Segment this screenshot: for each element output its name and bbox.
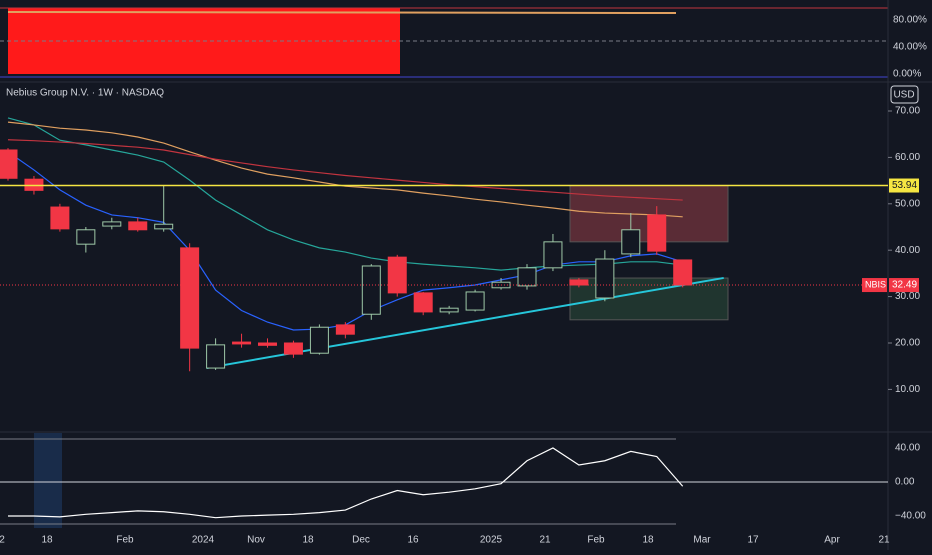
y-tick-label: 50.00 [895, 198, 920, 209]
candle-body [595, 258, 615, 299]
candle-body [128, 221, 148, 231]
candle-body [465, 291, 485, 311]
x-tick-label: Feb [587, 535, 605, 546]
x-tick-label: 2024 [192, 535, 215, 546]
x-tick-label: Mar [693, 535, 711, 546]
top-tick-label: 0.00% [893, 69, 921, 80]
x-tick-label: 16 [407, 535, 419, 546]
y-tick-label: 60.00 [895, 152, 920, 163]
candle-body [647, 214, 667, 252]
y-tick-label: 30.00 [895, 291, 920, 302]
x-tick-label: 2 [0, 535, 5, 546]
candle-body [335, 324, 355, 335]
symbol-title: Nebius Group N.V. · 1W · NASDAQ [6, 88, 164, 99]
top-tick-label: 40.00% [893, 42, 927, 53]
price-label: 53.94 [892, 180, 917, 191]
candle-body [543, 241, 563, 269]
price-label-box [889, 178, 919, 193]
highlight [34, 433, 62, 528]
x-tick-label: 18 [302, 535, 314, 546]
candle-body [517, 267, 537, 287]
x-tick-label: Dec [352, 535, 370, 546]
osc-tick-label: −40.00 [895, 511, 926, 522]
candle-body [76, 229, 96, 245]
candle-body [439, 307, 459, 313]
y-tick-label: 40.00 [895, 245, 920, 256]
x-tick-label: 21 [878, 535, 890, 546]
moving-average [7, 139, 683, 201]
zone [569, 277, 729, 321]
symbol-box [862, 278, 887, 293]
x-tick-label: 17 [747, 535, 759, 546]
x-tick-label: Feb [116, 535, 134, 546]
x-tick-label: Nov [247, 535, 265, 546]
candle-body [569, 279, 589, 286]
x-tick-label: 18 [41, 535, 53, 546]
candle-body [309, 326, 329, 354]
price-label-box [889, 278, 919, 293]
candle-body [387, 256, 407, 294]
candle-body [413, 292, 433, 313]
x-tick-label: 2025 [480, 535, 503, 546]
top-indicator-line [7, 11, 677, 14]
y-tick-label: 70.00 [895, 106, 920, 117]
candle-body [673, 259, 693, 286]
top-tick-label: 80.00% [893, 15, 927, 26]
osc-tick-label: 40.00 [895, 443, 920, 454]
moving-average [7, 117, 683, 271]
candle-body [50, 206, 70, 230]
candle-body [258, 342, 277, 346]
x-tick-label: 18 [642, 535, 654, 546]
x-tick-label: 21 [539, 535, 551, 546]
candle-body [283, 342, 303, 355]
candle-body [361, 265, 381, 315]
candle-body [102, 221, 122, 227]
price-label: 32.49 [892, 280, 917, 291]
candle-body [232, 341, 252, 345]
x-tick-label: Apr [824, 535, 840, 546]
currency[interactable]: USD [893, 90, 914, 101]
y-tick-label: 20.00 [895, 338, 920, 349]
candle-body [154, 223, 174, 230]
candle-body [206, 344, 226, 369]
candle-body [0, 149, 18, 179]
candle-body [621, 229, 641, 255]
osc-line [8, 447, 684, 519]
y-tick-label: 10.00 [895, 384, 920, 395]
candle-body [180, 247, 200, 349]
osc-tick-label: 0.00 [895, 477, 915, 488]
currency-box[interactable] [890, 85, 919, 104]
symbol-label: NBIS [865, 279, 886, 289]
